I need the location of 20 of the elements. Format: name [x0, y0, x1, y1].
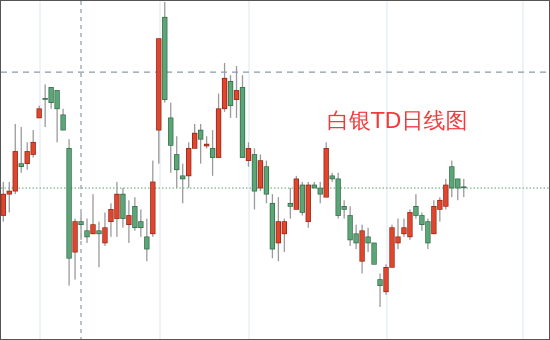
candlestick — [90, 194, 96, 234]
text: 白银TD日线图 — [327, 109, 468, 134]
candlestick — [18, 126, 24, 174]
candlestick — [204, 136, 210, 150]
candlestick — [36, 105, 42, 119]
candlestick — [78, 212, 84, 241]
candlestick — [246, 142, 252, 168]
candlestick — [198, 123, 204, 164]
candlestick — [126, 200, 132, 244]
candlestick — [174, 136, 180, 189]
candlestick — [234, 65, 240, 119]
candlestick — [377, 272, 383, 308]
candlestick — [288, 187, 293, 220]
candlestick — [96, 220, 102, 268]
candlestick — [84, 218, 90, 244]
candlestick — [102, 212, 108, 247]
candlestick — [180, 163, 186, 204]
candlestick — [60, 108, 66, 131]
candlestick — [210, 129, 216, 176]
candlestick — [144, 218, 150, 262]
